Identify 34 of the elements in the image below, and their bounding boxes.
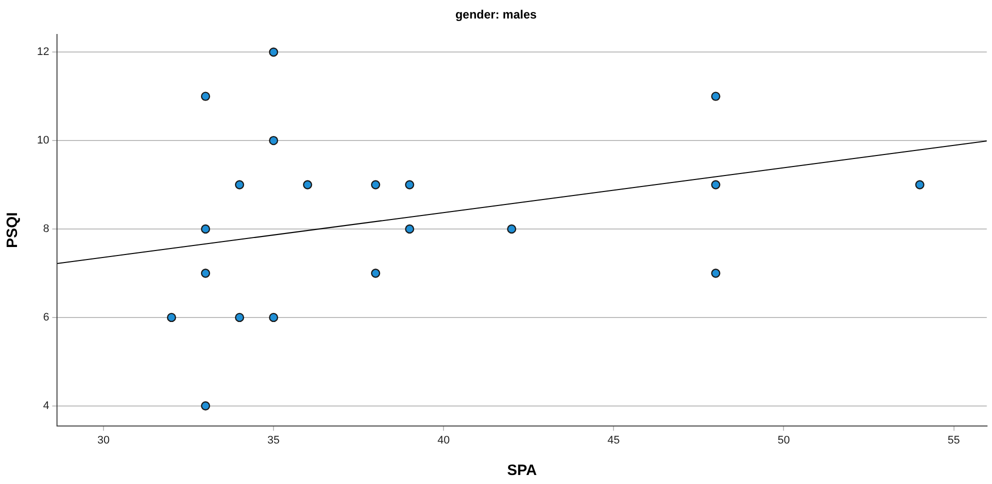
x-axis-title: SPA bbox=[507, 462, 538, 480]
point bbox=[200, 401, 210, 410]
x-tick-label: 45 bbox=[608, 434, 620, 446]
point bbox=[370, 268, 380, 278]
x-tick-label: 55 bbox=[948, 434, 960, 446]
x-tick-label: 40 bbox=[437, 434, 450, 446]
y-axis-title: PSQI bbox=[4, 212, 22, 248]
point bbox=[166, 312, 176, 322]
point bbox=[302, 180, 312, 190]
point bbox=[370, 180, 380, 190]
point bbox=[268, 47, 278, 57]
y-tick-label: 12 bbox=[36, 46, 50, 58]
x-tick-label: 35 bbox=[267, 434, 280, 446]
y-tick-label: 6 bbox=[43, 311, 50, 324]
point bbox=[711, 268, 720, 278]
point bbox=[711, 180, 720, 190]
x-tick-label: 30 bbox=[97, 434, 110, 446]
y-tick-label: 10 bbox=[36, 134, 50, 147]
point bbox=[200, 268, 210, 278]
point bbox=[268, 136, 278, 146]
point bbox=[234, 180, 244, 190]
point bbox=[711, 92, 720, 101]
point bbox=[507, 224, 516, 234]
chart-title: gender: males bbox=[455, 8, 537, 22]
point bbox=[915, 180, 924, 190]
point bbox=[405, 180, 414, 190]
y-tick-label: 8 bbox=[43, 223, 50, 236]
point bbox=[200, 92, 210, 101]
point bbox=[405, 224, 414, 234]
point bbox=[234, 312, 244, 322]
y-tick-label: 4 bbox=[43, 400, 50, 412]
x-tick-label: 50 bbox=[778, 434, 790, 446]
point bbox=[268, 312, 278, 322]
point bbox=[200, 224, 210, 234]
